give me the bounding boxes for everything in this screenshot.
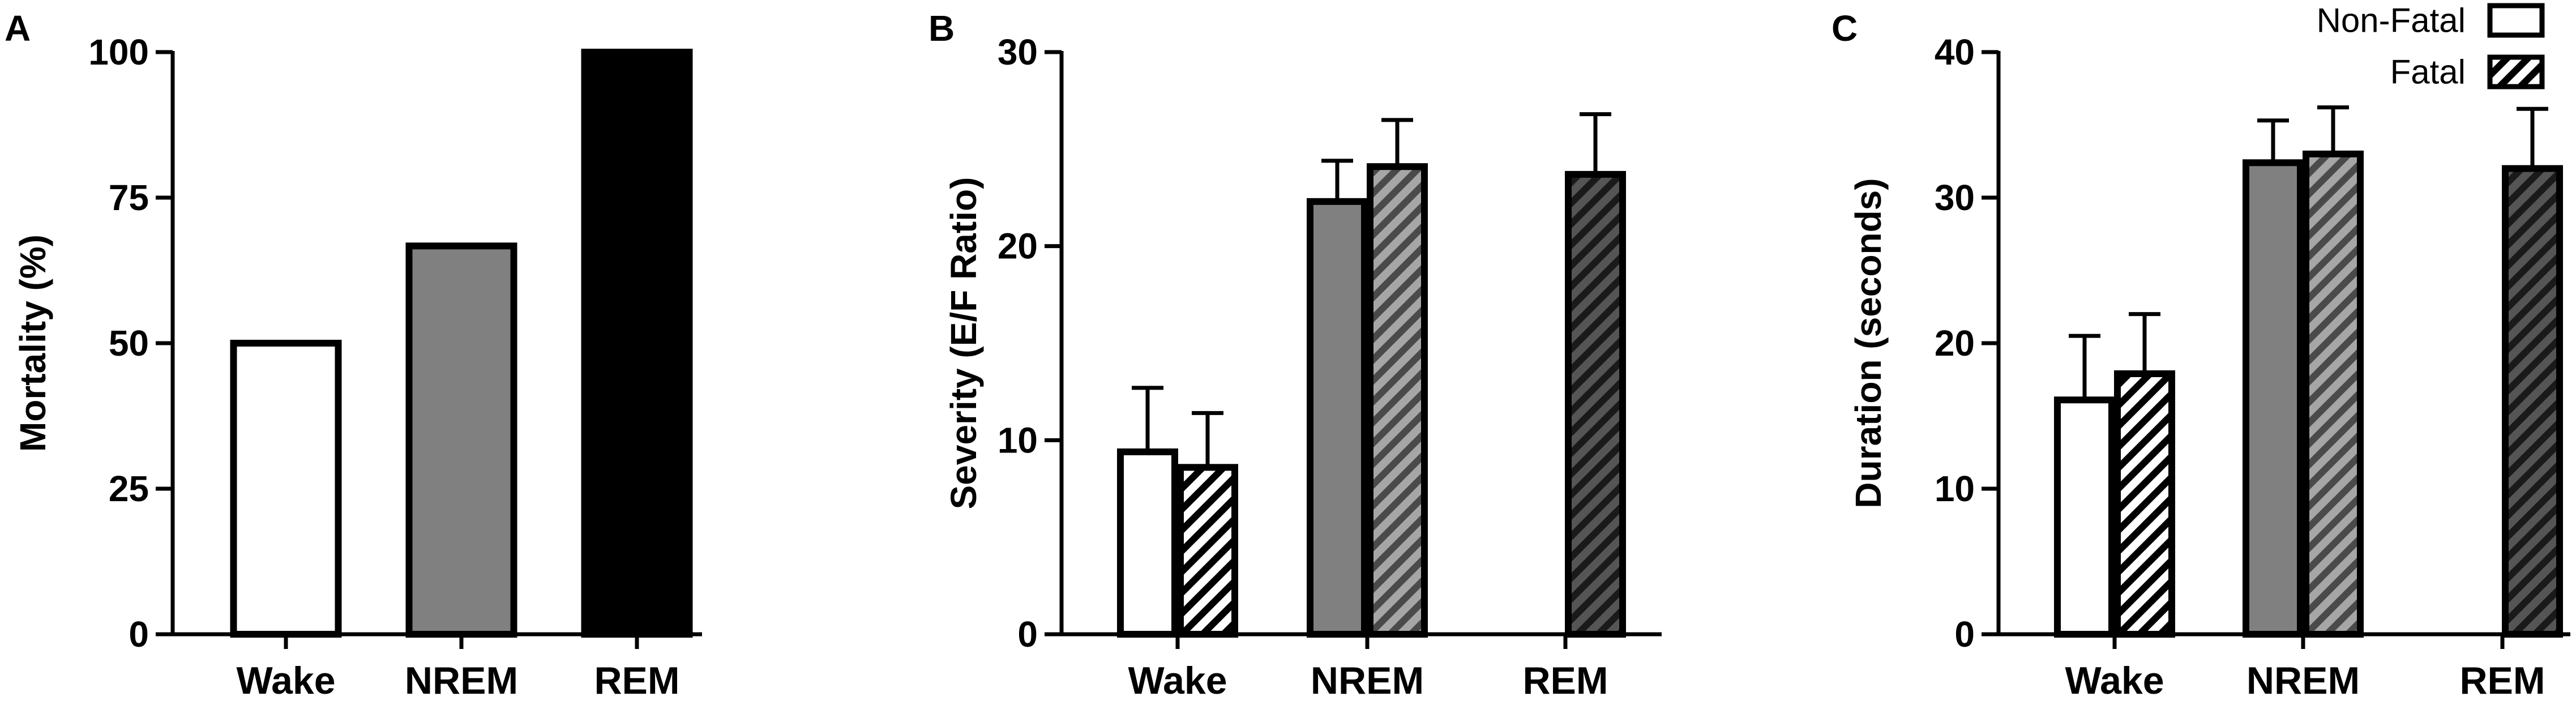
y-tick-label: 0 [1954, 614, 1975, 655]
y-tick-label: 30 [1935, 177, 1975, 218]
panel-letter: B [928, 8, 955, 49]
panel-letter: A [5, 8, 31, 49]
panel-a: A Mortality (%) 0 25 50 75 100 Wake NREM REM [5, 8, 702, 702]
category-label-rem: REM [1522, 659, 1608, 702]
bar-nrem-fatal [1367, 163, 1428, 638]
y-tick-label: 25 [109, 468, 149, 509]
bar-rem-fatal [2502, 165, 2563, 638]
bar-wake-fatal [1177, 464, 1238, 638]
panel-c: C Duration (seconds) 0 10 20 30 40 Wake NREM REM [1832, 8, 2570, 702]
y-tick-label: 30 [998, 32, 1038, 72]
category-label-nrem: NREM [2246, 659, 2360, 702]
bar-wake-fatal [2114, 370, 2175, 638]
category-label-nrem: NREM [1311, 659, 1424, 702]
bar-nrem-value [405, 242, 517, 638]
bar-nrem-non-fatal [2243, 159, 2304, 638]
bar-wake-non-fatal [2054, 396, 2115, 638]
y-tick-label: 50 [109, 323, 149, 364]
category-label-wake: Wake [236, 659, 335, 702]
y-axis-label: Duration (seconds) [1848, 178, 1889, 508]
legend-swatch-solid [2487, 3, 2545, 38]
bars [230, 49, 693, 638]
y-tick-label: 75 [109, 177, 149, 218]
bar-nrem-fatal [2303, 150, 2364, 638]
y-tick-label: 0 [129, 614, 149, 655]
bar-rem-value [581, 49, 693, 638]
panel-b: B Severity (E/F Ratio) 0 10 20 30 Wake NREM REM [928, 8, 1662, 702]
y-tick-label: 20 [998, 226, 1038, 267]
category-label-rem: REM [594, 659, 679, 702]
category-label-rem: REM [2459, 659, 2545, 702]
y-axis-label: Severity (E/F Ratio) [943, 177, 984, 510]
bars [1117, 112, 1626, 638]
y-axis-label: Mortality (%) [12, 234, 53, 452]
bars [2054, 105, 2563, 638]
legend-label-non-fatal: Non-Fatal [2317, 2, 2466, 40]
y-tick-label: 100 [88, 32, 149, 72]
legend-label-fatal: Fatal [2390, 53, 2466, 91]
y-tick-label: 20 [1935, 323, 1975, 364]
bar-wake-non-fatal [1117, 448, 1178, 638]
bar-rem-fatal [1565, 170, 1626, 638]
y-tick-label: 10 [1935, 468, 1975, 509]
category-label-wake: Wake [2065, 659, 2164, 702]
legend: Non-Fatal Fatal [2317, 2, 2545, 91]
y-tick-label: 40 [1935, 32, 1975, 72]
category-label-nrem: NREM [405, 659, 518, 702]
panel-letter: C [1832, 8, 1858, 49]
legend-swatch-hatched [2487, 54, 2545, 89]
y-tick-label: 10 [998, 420, 1038, 460]
category-label-wake: Wake [1128, 659, 1227, 702]
bar-wake-value [230, 340, 342, 638]
y-tick-label: 0 [1017, 614, 1038, 655]
bar-nrem-non-fatal [1307, 198, 1368, 638]
